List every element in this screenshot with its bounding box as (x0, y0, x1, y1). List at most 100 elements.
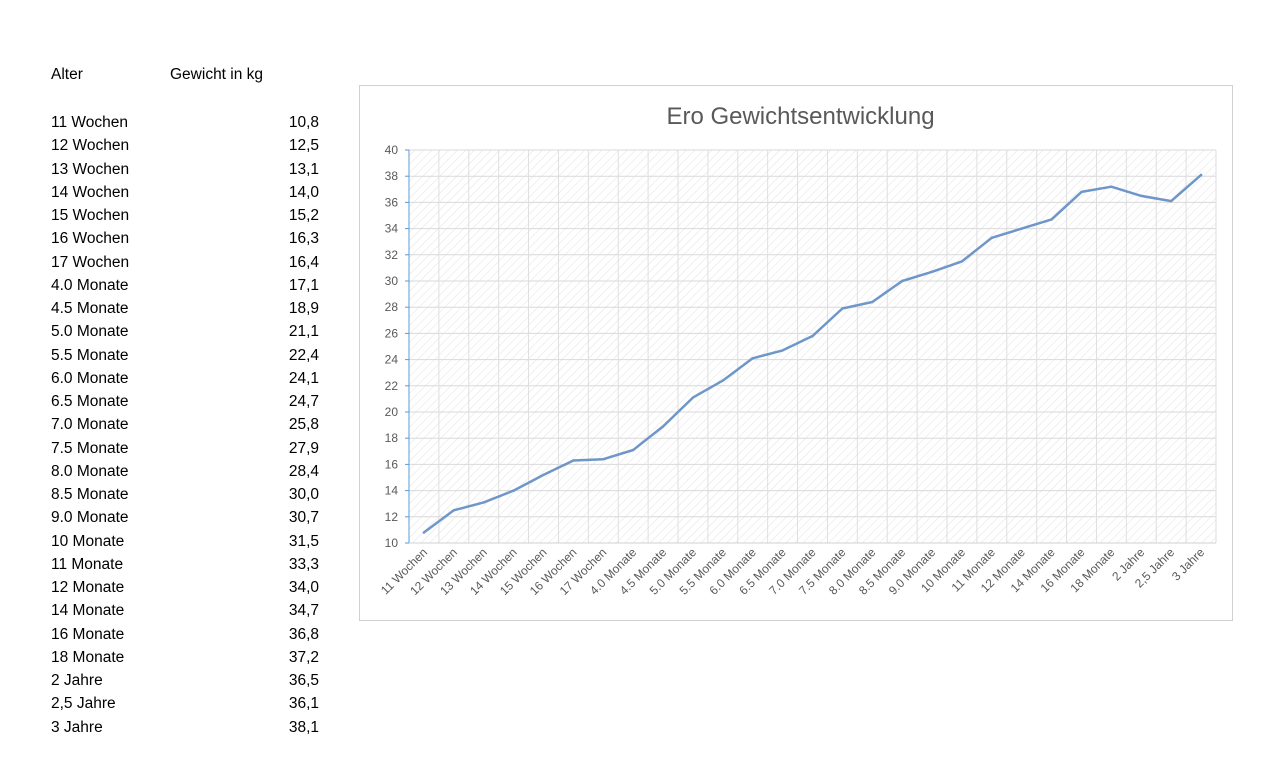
y-tick-label: 38 (385, 169, 399, 183)
age-cell: 2,5 Jahre (51, 695, 116, 713)
table-row: 16 Monate 36,8 (51, 623, 331, 646)
table-row: 18 Monate 37,2 (51, 646, 331, 669)
age-cell: 6.5 Monate (51, 393, 129, 410)
weight-cell: 37,2 (288, 648, 319, 666)
table-row: 11 Monate 33,3 (51, 553, 331, 576)
data-point (1199, 173, 1203, 177)
age-cell: 4.5 Monate (51, 300, 129, 317)
weight-cell: 25,8 (288, 416, 319, 434)
age-cell: 3 Jahre (51, 718, 103, 736)
weight-cell: 30,7 (288, 509, 319, 527)
data-point (811, 334, 814, 338)
weight-cell: 10,8 (288, 114, 319, 131)
age-cell: 5.5 Monate (51, 346, 129, 364)
data-point (1110, 185, 1113, 188)
x-tick-label: 3 Jahre (1169, 545, 1207, 583)
age-cell: 11 Monate (51, 555, 124, 573)
table-row: 5.0 Monate 21,1 (51, 320, 331, 343)
table-row: 12 Wochen 12,5 (51, 134, 331, 157)
table-row: 11 Wochen 10,8 (51, 111, 331, 134)
weight-cell: 12,5 (288, 137, 319, 155)
y-tick-label: 30 (385, 274, 399, 288)
table-row: 9.0 Monate 30,7 (51, 506, 331, 529)
table-row: 8.5 Monate 30,0 (51, 483, 331, 506)
y-tick-label: 36 (385, 195, 399, 209)
age-cell: 10 Monate (51, 532, 125, 550)
data-point (631, 448, 635, 452)
data-point (572, 459, 575, 462)
weight-cell: 18,9 (288, 300, 319, 317)
data-point (871, 300, 874, 304)
table-row: 7.0 Monate 25,8 (51, 413, 331, 436)
weight-cell: 36,5 (288, 672, 319, 689)
table-row: 13 Wochen 13,1 (51, 158, 331, 181)
age-cell: 9.0 Monate (51, 509, 129, 527)
y-tick-label: 18 (385, 431, 399, 445)
data-point (990, 236, 994, 239)
age-cell: 7.0 Monate (51, 416, 129, 434)
data-point (1080, 190, 1083, 194)
age-cell: 16 Monate (51, 625, 125, 643)
table-row: 4.5 Monate 18,9 (51, 297, 331, 320)
table-rows: 11 Wochen 10,8 12 Wochen 12,5 13 Wochen 13,1 1… (51, 111, 331, 739)
data-point (422, 531, 426, 534)
age-cell: 7.5 Monate (51, 439, 129, 457)
chart-title: Ero Gewichtsentwicklung (666, 103, 934, 130)
age-cell: 2 Jahre (51, 672, 103, 689)
weight-cell: 30,0 (288, 486, 319, 503)
table-header: Alter Gewicht in kg (51, 64, 331, 88)
weight-cell: 33,3 (288, 555, 319, 573)
weight-cell: 24,7 (288, 393, 319, 410)
y-tick-label: 22 (385, 379, 399, 393)
y-tick-label: 28 (385, 300, 399, 314)
age-cell: 4.0 Monate (51, 276, 129, 294)
data-point (482, 501, 485, 504)
table-row: 3 Jahre 38,1 (51, 716, 331, 739)
table-row: 8.0 Monate 28,4 (51, 460, 331, 483)
table-row: 6.5 Monate 24,7 (51, 390, 331, 413)
age-cell: 18 Monate (51, 648, 125, 666)
y-tick-label: 20 (385, 405, 399, 419)
age-cell: 13 Wochen (51, 160, 130, 178)
table-row: 14 Wochen 14,0 (51, 181, 331, 204)
y-tick-label: 10 (385, 536, 399, 550)
age-cell: 14 Monate (51, 602, 125, 620)
weight-cell: 24,1 (288, 369, 319, 387)
age-cell: 14 Wochen (51, 183, 130, 201)
data-point (751, 357, 754, 360)
age-cell: 8.0 Monate (51, 462, 129, 480)
data-point (841, 307, 844, 310)
table-row: 12 Monate 34,0 (51, 576, 331, 599)
data-point (452, 509, 456, 512)
age-cell: 11 Wochen (51, 114, 128, 131)
weight-cell: 15,2 (288, 207, 319, 224)
table-row: 2 Jahre 36,5 (51, 669, 331, 692)
age-cell: 12 Wochen (51, 137, 130, 155)
data-point (661, 425, 665, 428)
weight-cell: 21,1 (288, 323, 319, 341)
data-point (1050, 218, 1053, 221)
weight-cell: 34,7 (288, 602, 319, 620)
data-point (542, 473, 545, 477)
data-point (512, 489, 515, 492)
age-cell: 8.5 Monate (51, 486, 129, 503)
table-row: 7.5 Monate 27,9 (51, 437, 331, 460)
table-row: 17 Wochen 16,4 (51, 251, 331, 274)
table-row: 10 Monate 31,5 (51, 530, 331, 553)
table-row: 2,5 Jahre 36,1 (51, 692, 331, 715)
data-point (1140, 194, 1143, 198)
weight-cell: 13,1 (288, 160, 319, 178)
y-tick-label: 26 (385, 326, 399, 340)
y-tick-label: 16 (385, 457, 399, 471)
weight-cell: 34,0 (288, 579, 319, 596)
y-tick-label: 32 (385, 248, 399, 262)
data-point (721, 379, 725, 382)
data-point (602, 457, 605, 461)
table-row: 5.5 Monate 22,4 (51, 344, 331, 367)
table-row: 14 Monate 34,7 (51, 599, 331, 622)
age-cell: 15 Wochen (51, 207, 130, 224)
weight-cell: 36,1 (288, 695, 319, 713)
data-point (900, 279, 904, 283)
y-tick-label: 40 (385, 143, 399, 157)
y-tick-label: 34 (385, 222, 399, 236)
